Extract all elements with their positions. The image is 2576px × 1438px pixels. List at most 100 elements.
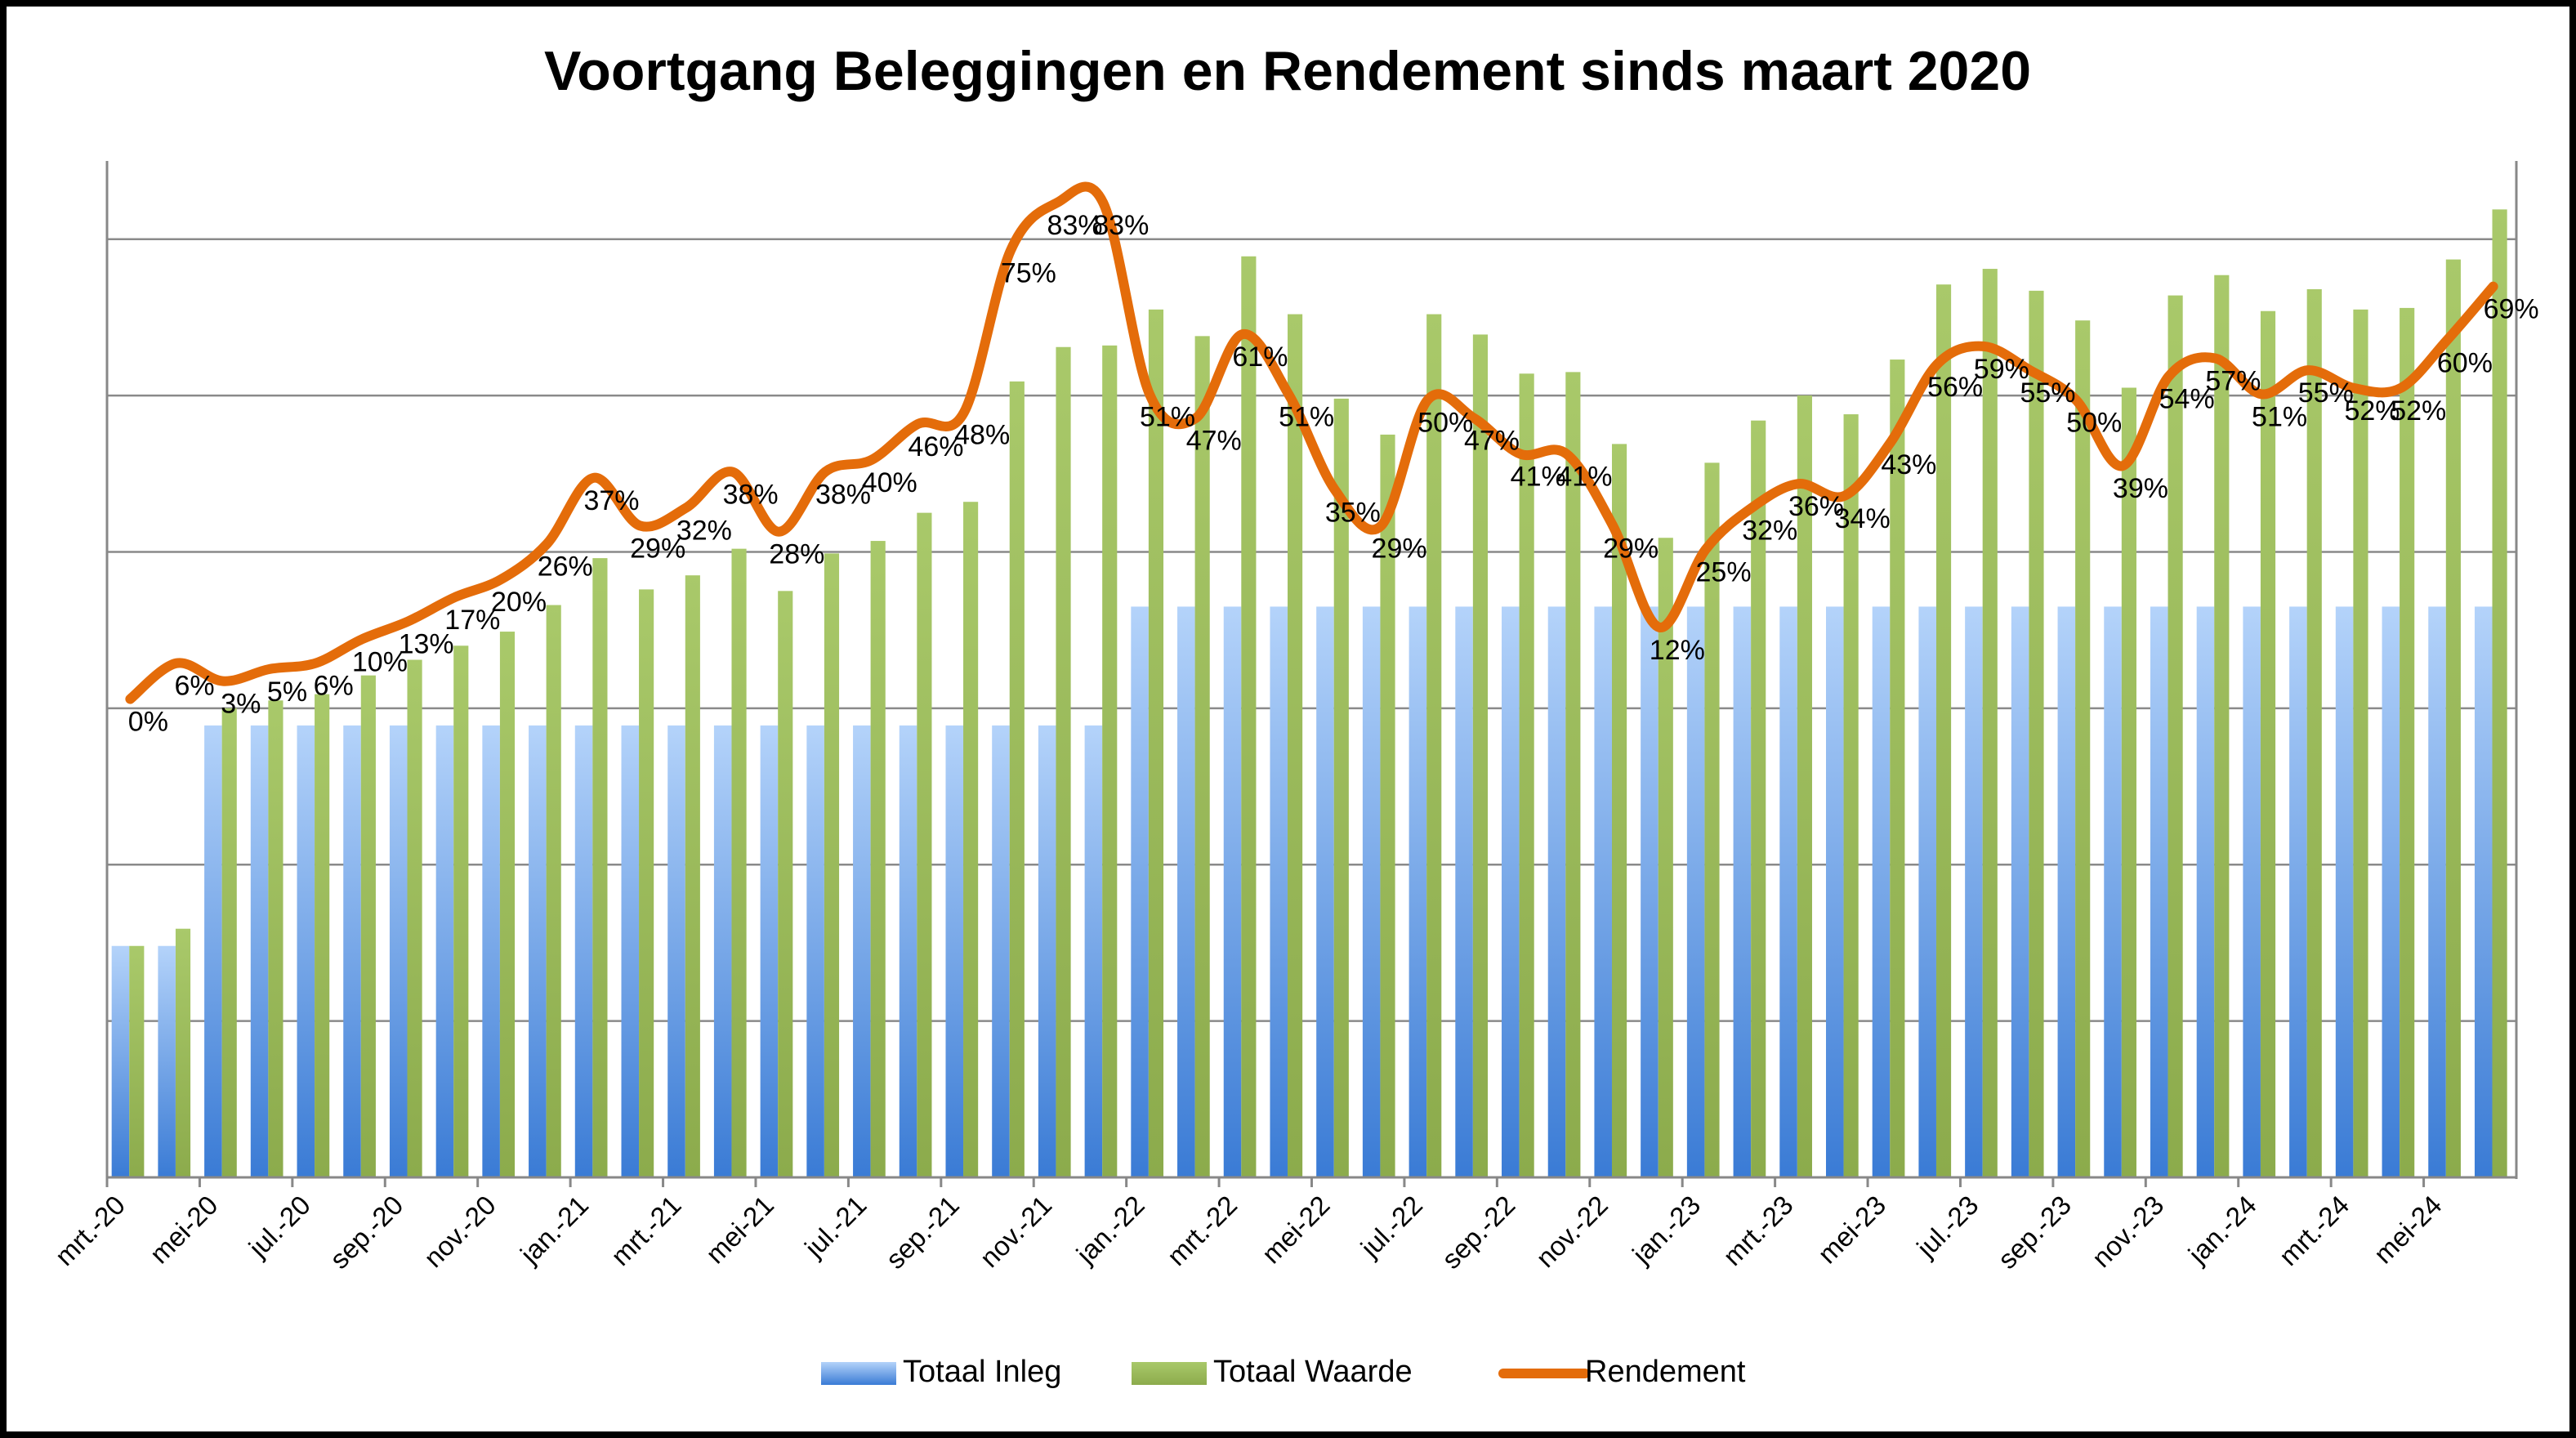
bar [1965,606,1983,1177]
legend: Totaal Inleg Totaal Waarde Rendement [821,1355,1746,1389]
bar [2196,606,2215,1177]
data-label: 50% [1417,408,1473,439]
bar [315,694,330,1177]
bar [1409,606,1427,1177]
bar [2168,295,2183,1177]
bar [529,725,547,1177]
data-label: 26% [538,551,593,582]
bar [592,558,608,1177]
bar [1658,538,1673,1177]
bar [2335,606,2354,1177]
bar [2428,606,2446,1177]
bar [1177,606,1195,1177]
legend-label: Rendement [1585,1355,1746,1389]
bar [2214,275,2230,1178]
bar [621,725,640,1177]
bar [1843,414,1859,1177]
bar [1223,606,1242,1177]
bar [2289,606,2307,1177]
line-layer [125,181,2498,704]
axes [105,161,2518,1187]
data-label: 38% [723,480,779,511]
bar [407,659,422,1177]
bar [1288,314,1303,1178]
bar [1935,284,1952,1177]
bar [1641,606,1659,1177]
bar [963,502,979,1177]
bars [111,209,2507,1178]
bar [2492,209,2507,1177]
data-label: 29% [1372,533,1427,564]
data-label: 47% [1464,426,1520,457]
data-label: 28% [769,539,824,570]
bar [2150,606,2168,1177]
bar [129,945,145,1177]
data-label: 41% [1511,462,1566,493]
data-label: 36% [1788,491,1844,522]
data-label: 59% [1974,354,2029,385]
data-label: 13% [399,628,454,659]
bar [1194,336,1210,1177]
bar [639,589,654,1177]
bar [435,725,454,1177]
data-label: 41% [1556,462,1612,493]
bar [824,553,840,1177]
bar [1316,606,1334,1177]
bar [453,645,469,1177]
bar [2104,606,2122,1177]
bar [1038,725,1056,1177]
data-label: 51% [2252,401,2307,432]
legend-swatch [821,1362,896,1385]
bar [806,725,824,1177]
data-label: 52% [2344,395,2400,426]
bar [1270,606,1288,1177]
data-label: 51% [1140,401,1195,432]
bar [2029,290,2044,1177]
data-label: 29% [630,533,685,564]
bar [268,700,283,1177]
data-label: 50% [2066,408,2122,439]
data-label: 55% [2020,377,2075,409]
data-label: 75% [1001,258,1056,289]
data-label: 57% [2205,365,2261,396]
bar [1825,606,1844,1177]
bar [2306,288,2322,1177]
bar [1362,606,1381,1177]
bar [917,512,932,1177]
bar [1102,345,1118,1177]
bar [2057,606,2076,1177]
legend-swatch [1132,1362,1207,1385]
bar [1733,606,1752,1177]
bar [1704,462,1720,1177]
bar [111,945,130,1177]
bar [731,548,747,1177]
legend-label: Totaal Inleg [903,1355,1061,1389]
data-label: 34% [1835,503,1891,534]
bar [1241,256,1257,1177]
data-label: 60% [2437,348,2493,379]
bar [1131,606,1149,1177]
line [125,181,2498,704]
data-label: 6% [174,671,214,702]
bar [1333,398,1349,1177]
bar [1982,269,1998,1177]
bar [360,675,376,1177]
bar [2075,320,2091,1178]
bar [1009,381,1025,1177]
data-label: 46% [908,431,963,462]
bar [1779,606,1797,1177]
bar [1455,606,1473,1177]
bar [2474,606,2493,1177]
bar [2445,259,2461,1178]
data-label: 40% [862,467,917,498]
bar [158,945,176,1177]
data-label: 37% [583,485,639,516]
data-label: 52% [2391,395,2446,426]
data-label: 43% [1881,449,1936,480]
data-label: 20% [491,587,547,618]
bar [2353,309,2368,1177]
bar [221,708,237,1177]
bar [1751,420,1766,1177]
bar [2260,310,2276,1177]
